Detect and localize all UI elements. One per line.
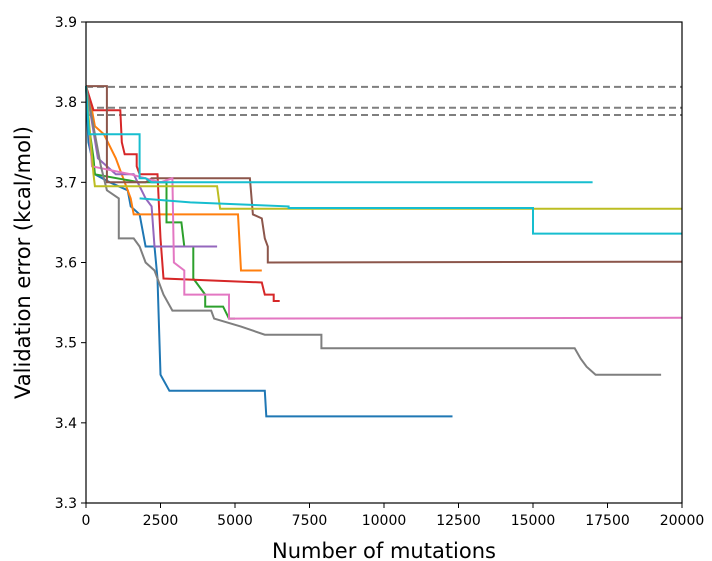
x-tick-label: 15000 <box>511 513 556 529</box>
y-axis-label: Validation error (kcal/mol) <box>11 126 35 399</box>
y-tick-label: 3.4 <box>55 416 77 432</box>
series-line-10 <box>85 86 593 184</box>
x-tick-label: 10000 <box>362 513 407 529</box>
x-tick-label: 7500 <box>292 513 328 529</box>
y-tick-label: 3.9 <box>55 15 77 31</box>
x-tick-label: 20000 <box>660 513 705 529</box>
y-tick-label: 3.5 <box>55 336 77 352</box>
series-line-6 <box>86 85 683 264</box>
x-axis-label: Number of mutations <box>272 539 496 561</box>
reference-lines <box>86 85 682 116</box>
x-tick-label: 17500 <box>585 513 630 529</box>
series-line-9 <box>85 86 682 210</box>
y-tick-label: 3.3 <box>55 496 77 512</box>
y-axis-ticks: 3.3 3.4 3.5 3.6 3.7 3.8 3.9 <box>55 15 86 512</box>
series-line-4 <box>85 85 280 302</box>
series-line-8 <box>85 85 662 376</box>
y-tick-label: 3.8 <box>55 95 77 111</box>
x-tick-label: 5000 <box>217 513 253 529</box>
y-tick-label: 3.7 <box>55 175 77 191</box>
series-lines <box>85 85 683 418</box>
y-tick-label: 3.6 <box>55 256 77 272</box>
x-tick-label: 0 <box>82 513 91 529</box>
series-line-7 <box>85 86 683 320</box>
x-axis-ticks: 0 2500 5000 7500 10000 12500 15000 17500 20000 <box>82 503 705 529</box>
series-line-11 <box>139 197 682 235</box>
x-tick-label: 12500 <box>436 513 481 529</box>
x-tick-label: 2500 <box>143 513 179 529</box>
